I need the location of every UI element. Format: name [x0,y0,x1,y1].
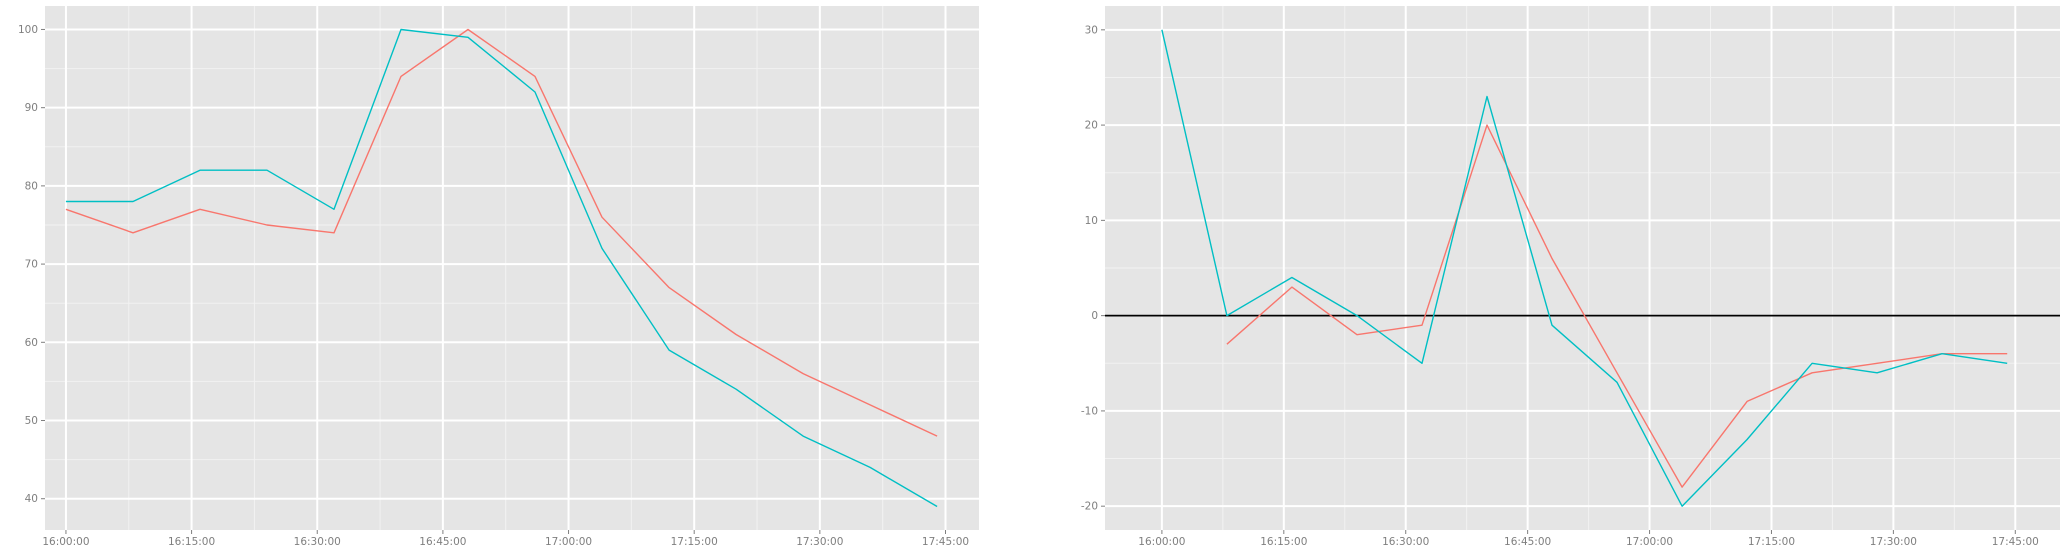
x-tick-label: 17:15:00 [671,536,718,548]
y-tick-label: 60 [25,337,38,349]
x-tick-label: 16:00:00 [42,536,89,548]
y-tick-label: 10 [1085,215,1098,227]
x-tick-label: 16:45:00 [1504,536,1551,548]
x-tick-label: 17:45:00 [922,536,969,548]
y-tick-label: 20 [1085,120,1098,132]
series-line-1 [65,28,938,437]
axis-ticks: 16:00:00 16:15:00 16:30:00 16:45:00 17:00:00… [1081,24,2039,548]
minor-gridlines [1105,6,2060,530]
chart-left: 16:00:00 16:15:00 16:30:00 16:45:00 17:00:00… [18,6,979,548]
x-tick-label: 16:15:00 [168,536,215,548]
y-tick-label: 50 [25,415,38,427]
x-tick-label: 17:15:00 [1748,536,1795,548]
x-tick-label: 17:45:00 [1992,536,2039,548]
y-tick-label: 80 [25,180,38,192]
y-tick-label: 0 [1091,310,1098,322]
series-line-2 [65,28,938,508]
plot-background [45,6,979,530]
major-gridlines [45,6,979,530]
x-tick-label: 17:30:00 [1870,536,1917,548]
series-line-1 [1226,124,2008,488]
y-tick-label: 40 [25,493,38,505]
x-tick-label: 17:00:00 [1626,536,1673,548]
y-tick-label: 70 [25,259,38,271]
x-tick-label: 17:30:00 [796,536,843,548]
y-tick-label: 100 [18,24,38,36]
axis-ticks: 16:00:00 16:15:00 16:30:00 16:45:00 17:00:00… [18,24,969,548]
series-line-2 [1161,29,2008,507]
y-tick-label: -20 [1081,501,1098,513]
x-tick-label: 16:30:00 [294,536,341,548]
y-tick-label: -10 [1081,405,1098,417]
x-tick-label: 17:00:00 [545,536,592,548]
x-tick-label: 16:45:00 [419,536,466,548]
x-tick-label: 16:30:00 [1382,536,1429,548]
x-tick-label: 16:15:00 [1260,536,1307,548]
y-tick-label: 30 [1085,24,1098,36]
y-tick-label: 90 [25,102,38,114]
chart-right: 16:00:00 16:15:00 16:30:00 16:45:00 17:00:00… [1081,6,2060,548]
x-tick-label: 16:00:00 [1138,536,1185,548]
minor-gridlines [45,6,979,530]
